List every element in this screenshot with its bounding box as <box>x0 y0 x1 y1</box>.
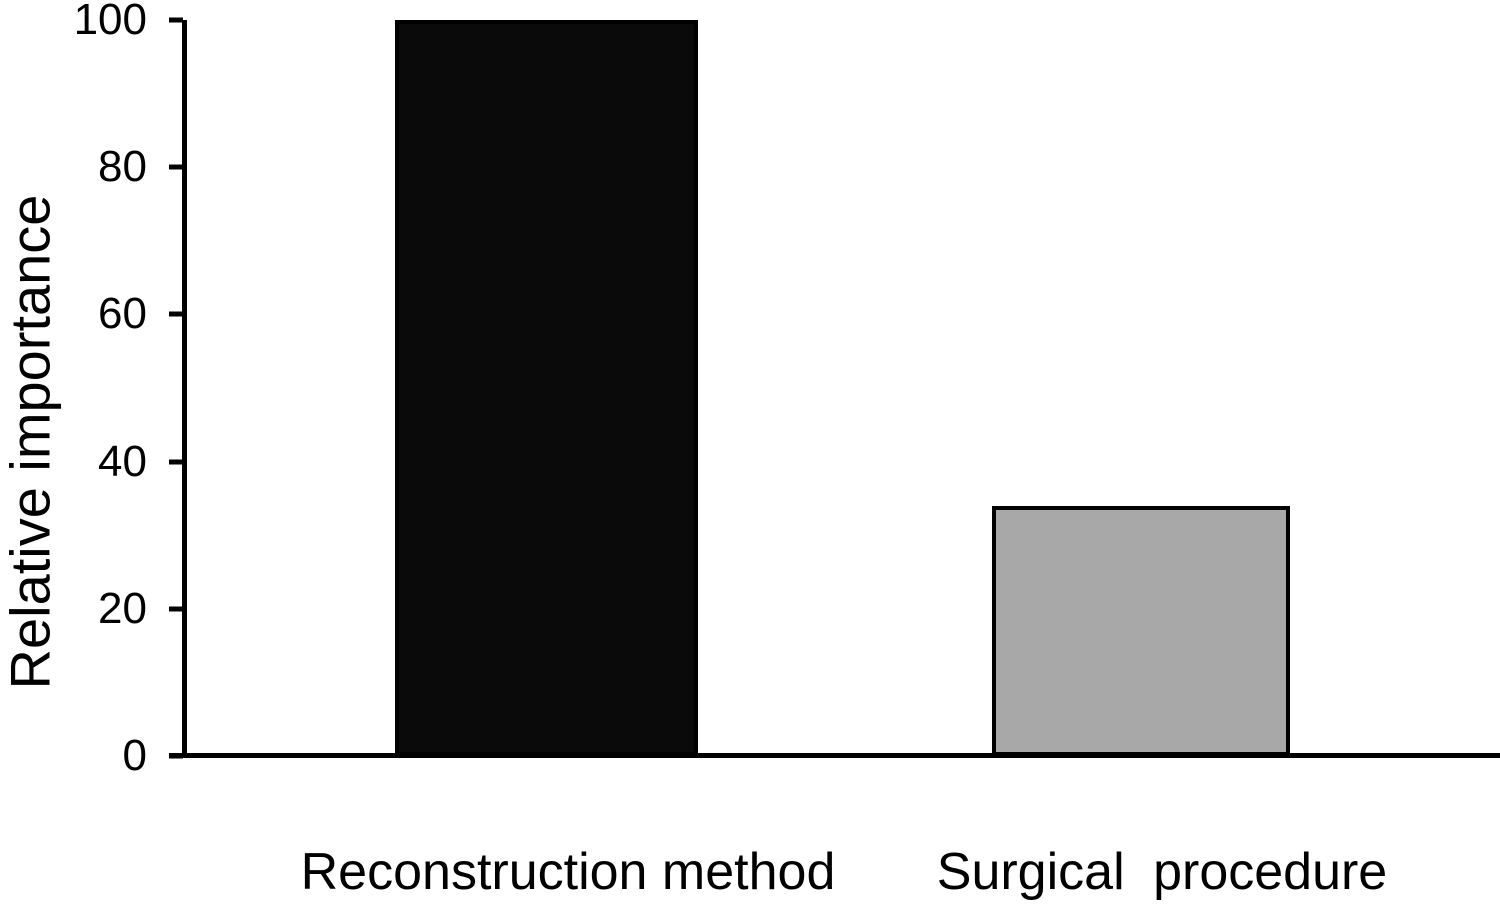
bar-reconstruction-method <box>395 20 698 756</box>
y-tick-label: 80 <box>98 142 147 192</box>
y-tick-label: 60 <box>98 289 147 339</box>
y-tick-label: 100 <box>73 0 147 44</box>
x-category-label: Reconstruction method <box>300 843 836 901</box>
bar-surgical-procedure <box>992 505 1290 756</box>
y-tick-mark <box>169 164 183 170</box>
y-tick-label: 0 <box>122 731 147 780</box>
y-tick-label: 20 <box>98 583 147 633</box>
x-axis-line <box>169 753 1500 758</box>
y-tick-mark <box>169 606 183 612</box>
y-axis-line <box>182 20 187 756</box>
x-category-label: Surgical procedure <box>936 843 1388 901</box>
y-tick-mark <box>169 459 183 465</box>
y-tick-mark <box>169 311 183 317</box>
y-tick-label: 40 <box>98 436 147 486</box>
y-tick-mark <box>169 17 183 23</box>
